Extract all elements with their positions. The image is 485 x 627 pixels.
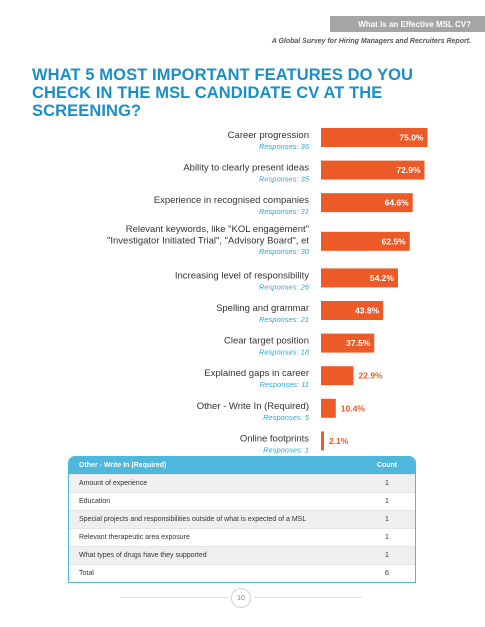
table-cell-count: 1 <box>385 498 389 505</box>
category-label: Increasing level of responsibility <box>175 270 309 281</box>
bar <box>321 268 398 288</box>
value-label: 10.4% <box>341 403 366 413</box>
responses-label: Responses: 31 <box>259 207 309 216</box>
table-row: Relevant therapeutic area exposure 1 <box>69 528 415 546</box>
bar <box>321 231 410 251</box>
table-cell-count: 6 <box>385 570 389 577</box>
page-title: What 5 most important features do you ch… <box>32 66 414 120</box>
value-label: 37.5% <box>346 338 371 348</box>
value-label: 72.9% <box>396 165 421 175</box>
bar <box>321 128 428 147</box>
category-label: Explained gaps in career <box>204 368 309 379</box>
table-cell-item: Education <box>79 498 111 505</box>
table-row: Amount of experience 1 <box>69 474 415 492</box>
responses-label: Responses: 21 <box>259 315 309 324</box>
bar <box>321 193 413 213</box>
table-cell-item: Relevant therapeutic area exposure <box>79 534 190 541</box>
responses-label: Responses: 1 <box>263 445 309 454</box>
category-label: Ability to clearly present ideas <box>183 163 309 174</box>
category-label: Relevant keywords, like "KOL engagement" <box>126 224 309 235</box>
footer-rule-right <box>254 597 362 598</box>
bar <box>321 366 354 386</box>
responses-label: Responses: 5 <box>263 413 310 422</box>
category-label: Online footprints <box>240 433 309 444</box>
table-header-count: Count <box>376 462 398 469</box>
report-subtitle: A Global Survey for Hiring Managers and … <box>271 38 471 45</box>
table-cell-item: Total <box>79 570 94 577</box>
responses-label: Responses: 26 <box>259 282 310 291</box>
table-cell-count: 1 <box>385 516 389 523</box>
table-row: Total 6 <box>69 564 415 582</box>
table-cell-count: 1 <box>385 534 389 541</box>
table-cell-item: Special projects and responsibilities ou… <box>79 516 307 523</box>
page-number: 10 <box>231 588 251 608</box>
value-label: 64.6% <box>385 198 410 208</box>
bar <box>321 301 384 320</box>
table-header-item: Other - Write In (Required) <box>79 462 167 469</box>
report-title-band: What Is an Effective MSL CV? <box>330 16 485 32</box>
table-cell-item: What types of drugs have they supported <box>79 552 207 559</box>
category-label: "Investigator Initiated Trial", "Advisor… <box>107 235 309 246</box>
bar <box>321 160 425 180</box>
table-row: What types of drugs have they supported 1 <box>69 546 415 564</box>
value-label: 43.8% <box>355 306 380 316</box>
category-label: Career progression <box>228 130 309 141</box>
value-label: 54.2% <box>370 273 395 283</box>
category-label: Other - Write In (Required) <box>197 401 309 412</box>
responses-label: Responses: 30 <box>259 247 310 256</box>
category-label: Experience in recognised companies <box>154 195 310 206</box>
table-row: Special projects and responsibilities ou… <box>69 510 415 528</box>
category-label: Spelling and grammar <box>216 303 309 314</box>
report-title: What Is an Effective MSL CV? <box>358 19 471 29</box>
table-header: Other - Write In (Required) Count <box>69 457 415 474</box>
responses-label: Responses: 35 <box>259 175 310 184</box>
value-label: 62.5% <box>382 236 407 246</box>
category-label: Clear target position <box>224 336 309 347</box>
responses-label: Responses: 11 <box>260 380 309 389</box>
table-cell-count: 1 <box>385 552 389 559</box>
value-label: 22.9% <box>359 371 384 381</box>
table-row: Education 1 <box>69 492 415 510</box>
responses-label: Responses: 36 <box>259 142 310 151</box>
value-label: 2.1% <box>329 436 349 446</box>
table-body: Amount of experience 1 Education 1 Special p… <box>69 474 415 582</box>
responses-label: Responses: 18 <box>259 348 310 357</box>
write-in-table: Other - Write In (Required) Count Amount… <box>68 456 416 583</box>
table-cell-item: Amount of experience <box>79 480 148 487</box>
bar <box>321 398 336 418</box>
bar <box>321 333 375 353</box>
table-cell-count: 1 <box>385 480 389 487</box>
footer-rule-left <box>120 597 228 598</box>
bar <box>321 431 324 451</box>
value-label: 75.0% <box>399 133 424 143</box>
